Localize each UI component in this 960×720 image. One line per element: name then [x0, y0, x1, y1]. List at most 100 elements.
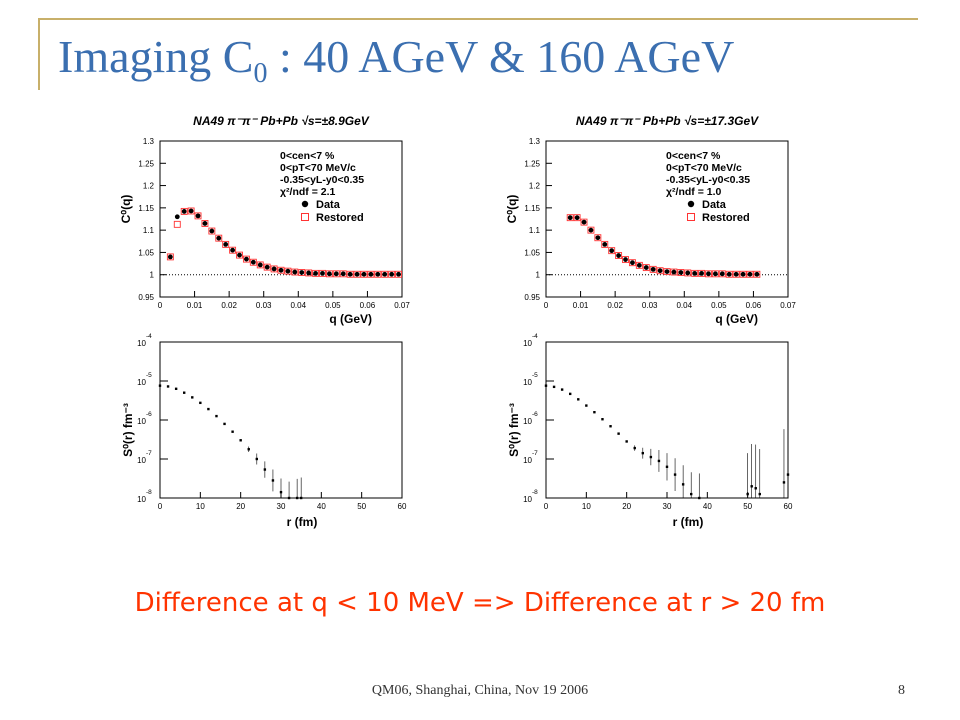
- y-tick-exponent: -6: [146, 411, 152, 418]
- data-point: [239, 439, 242, 442]
- x-tick-label: 0.05: [325, 301, 341, 310]
- data-point: [746, 492, 749, 496]
- data-point: [299, 270, 305, 275]
- x-tick-label: 0.06: [360, 301, 376, 310]
- data-point: [271, 479, 275, 482]
- data-point: [340, 271, 346, 277]
- annotation: 0<cen<7 %: [280, 150, 335, 162]
- x-tick-label: 20: [622, 502, 631, 511]
- data-point: [643, 265, 649, 270]
- data-point: [671, 269, 677, 275]
- data-point: [690, 492, 693, 496]
- y-axis-label: S⁰(r) fm⁻³: [121, 403, 135, 457]
- plot-frame: [159, 140, 403, 298]
- y-tick-label: 10: [523, 417, 532, 426]
- legend-marker-restored: [301, 213, 309, 221]
- legend-marker-data: [301, 200, 309, 208]
- restored-point: [215, 234, 223, 242]
- chart-title: NA49 π⁻π⁻ Pb+Pb √s=±8.9GeV: [193, 114, 370, 128]
- data-point: [202, 221, 208, 226]
- x-tick-label: 40: [703, 502, 712, 511]
- data-point: [263, 468, 267, 471]
- data-point: [231, 430, 234, 433]
- data-point: [609, 425, 612, 428]
- x-tick-label: 40: [317, 502, 326, 511]
- y-tick-label: 1.05: [138, 248, 154, 257]
- y-tick-label: 1.1: [143, 226, 155, 235]
- restored-point: [270, 265, 278, 273]
- data-point: [623, 257, 628, 262]
- data-point: [713, 271, 718, 277]
- data-point: [216, 235, 222, 241]
- data-point: [602, 242, 608, 247]
- chart-c0-160agev: NA49 π⁻π⁻ Pb+Pb √s=±17.3GeV 0 0.01 0.02 0.03…: [505, 114, 796, 326]
- restored-point: [263, 263, 271, 271]
- restored-point: [360, 270, 368, 278]
- chart-title: NA49 π⁻π⁻ Pb+Pb √s=±17.3GeV: [576, 114, 759, 128]
- data-point: [158, 384, 162, 387]
- data-point: [678, 270, 684, 275]
- conclusion-caption: Difference at q < 10 MeV => Difference a…: [134, 588, 826, 618]
- y-axis-label: C⁰(q): [119, 195, 133, 224]
- data-point: [581, 219, 587, 225]
- restored-point: [580, 218, 588, 226]
- data-point: [577, 398, 580, 401]
- y-tick-label: 1: [536, 271, 541, 280]
- y-tick-label: 1.3: [529, 137, 541, 146]
- data-point: [754, 271, 760, 277]
- restored-point: [656, 267, 664, 275]
- x-tick-label: 0: [158, 301, 163, 310]
- data-point: [354, 271, 360, 277]
- y-tick-exponent: -7: [146, 450, 152, 457]
- x-tick-label: 20: [236, 502, 245, 511]
- data-point: [257, 262, 263, 268]
- annotation: -0.35<yL-y0<0.35: [666, 174, 750, 186]
- x-tick-label: 0: [544, 301, 549, 310]
- legend-label-data: Data: [702, 199, 727, 211]
- data-point: [223, 422, 226, 426]
- restored-point: [670, 268, 678, 276]
- data-point: [223, 242, 229, 247]
- y-tick-label: 1.2: [529, 182, 541, 191]
- restored-point: [684, 269, 692, 277]
- restored-point: [374, 270, 382, 278]
- data-point: [279, 490, 283, 494]
- data-point: [552, 385, 556, 389]
- x-tick-label: 0.01: [573, 301, 589, 310]
- footer-text: QM06, Shanghai, China, Nov 19 2006: [371, 683, 589, 698]
- x-tick-label: 0.01: [187, 301, 203, 310]
- y-tick-exponent: -7: [532, 450, 538, 457]
- restored-point: [732, 270, 740, 278]
- annotation: χ²/ndf = 2.1: [280, 186, 336, 198]
- data-point: [569, 392, 572, 396]
- data-point: [278, 267, 284, 273]
- x-tick-label: 0.06: [746, 301, 762, 310]
- data-point: [167, 254, 173, 260]
- x-tick-label: 0.07: [780, 301, 796, 310]
- y-tick-label: 1.25: [524, 159, 540, 168]
- data-point: [649, 455, 653, 459]
- slide-title: Imaging C0 : 40 AGeV & 160 AGeV: [58, 31, 735, 90]
- data-point: [758, 492, 761, 496]
- restored-point: [628, 259, 636, 267]
- data-point: [389, 271, 395, 277]
- restored-point: [691, 269, 699, 277]
- restored-point: [698, 269, 706, 277]
- data-point: [287, 496, 291, 500]
- data-point: [617, 432, 620, 435]
- title-frame-left: [38, 18, 40, 90]
- chart-c0-40agev: NA49 π⁻π⁻ Pb+Pb √s=±8.9GeV 0 0.01 0.02 0.03 0…: [119, 114, 410, 326]
- x-tick-label: 0: [158, 502, 163, 511]
- restored-point: [353, 270, 361, 278]
- data-point: [306, 270, 312, 276]
- data-point: [166, 385, 170, 388]
- data-point: [681, 483, 685, 486]
- data-point: [347, 271, 353, 277]
- data-point: [382, 271, 388, 277]
- restored-point: [594, 234, 602, 242]
- data-point: [327, 271, 332, 277]
- restored-point: [635, 261, 643, 269]
- restored-point: [305, 269, 313, 277]
- data-point: [657, 459, 661, 463]
- restored-point: [753, 270, 761, 278]
